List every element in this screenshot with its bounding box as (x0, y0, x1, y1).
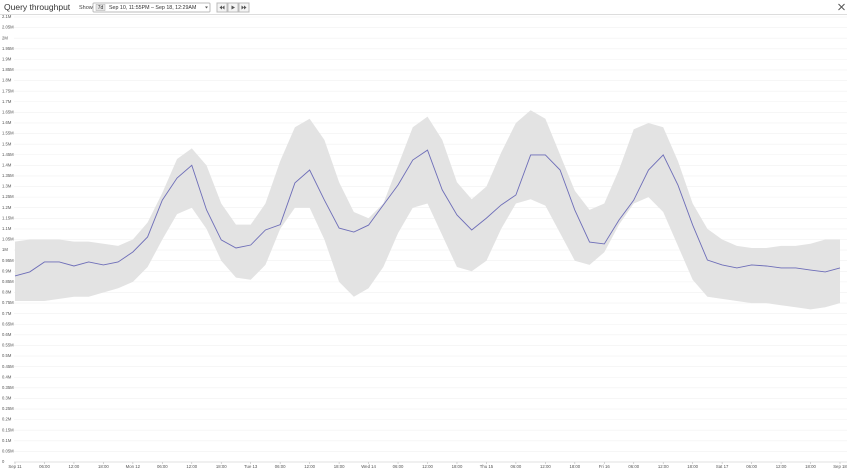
x-tick-label: 18:00 (216, 464, 227, 469)
y-tick-label: 1.25M (2, 194, 14, 199)
y-tick-label: 1.5M (2, 141, 12, 146)
x-tick-label: Thu 15 (480, 464, 494, 469)
y-tick-label: 0.45M (2, 364, 14, 369)
y-tick-label: 0.35M (2, 385, 14, 390)
x-tick-label: Fri 16 (599, 464, 611, 469)
x-tick-label: Sep 18 (833, 464, 847, 469)
y-tick-label: 1.95M (2, 46, 14, 51)
y-tick-label: 0.15M (2, 427, 14, 432)
x-tick-label: 12:00 (422, 464, 433, 469)
y-tick-label: 0.05M (2, 449, 14, 454)
y-tick-label: 0.85M (2, 279, 14, 284)
next-icon (241, 5, 247, 10)
x-tick-label: 18:00 (98, 464, 109, 469)
y-tick-label: 1.6M (2, 120, 12, 125)
y-tick-label: 0.9M (2, 268, 12, 273)
range-dropdown[interactable] (92, 2, 211, 13)
dropdown-arrow (205, 6, 208, 9)
close-button[interactable] (838, 3, 845, 11)
x-tick-label: 06:00 (275, 464, 286, 469)
y-tick-label: 1.05M (2, 237, 14, 242)
y-tick-label: 1M (2, 247, 8, 252)
x-tick-label: 06:00 (746, 464, 757, 469)
y-tick-label: 2.05M (2, 25, 14, 30)
show-label: Show (79, 5, 93, 11)
range-badge-bg (95, 4, 106, 11)
x-tick-label: 12:00 (776, 464, 787, 469)
x-tick-label: 12:00 (186, 464, 197, 469)
y-tick-label: 1.4M (2, 162, 12, 167)
y-tick-label: 1.45M (2, 152, 14, 157)
page-title: Query throughput (4, 2, 71, 12)
x-tick-label: 06:00 (511, 464, 522, 469)
y-tick-label: 1.2M (2, 205, 12, 210)
y-tick-label: 0.95M (2, 258, 14, 263)
play-icon (231, 5, 235, 10)
y-tick-label: 1.35M (2, 173, 14, 178)
y-tick-label: 0.65M (2, 321, 14, 326)
y-tick-label: 1.7M (2, 99, 12, 104)
y-tick-label: 1.15M (2, 215, 14, 220)
y-tick-label: 0.6M (2, 332, 12, 337)
x-tick-label: 12:00 (304, 464, 315, 469)
confidence-band (15, 110, 840, 310)
x-tick-label: 18:00 (334, 464, 345, 469)
y-tick-label: 0.55M (2, 343, 14, 348)
y-tick-label: 1.3M (2, 184, 12, 189)
y-tick-label: 1.75M (2, 88, 14, 93)
y-tick-label: 0.25M (2, 406, 14, 411)
y-tick-label: 2.1M (2, 14, 12, 19)
x-tick-label: 18:00 (687, 464, 698, 469)
y-tick-label: 0.4M (2, 374, 12, 379)
x-tick-label: 06:00 (393, 464, 404, 469)
series-line (14, 149, 841, 277)
x-tick-label: 12:00 (69, 464, 80, 469)
y-tick-label: 0.8M (2, 290, 12, 295)
y-tick-label: 0.3M (2, 396, 12, 401)
y-tick-label: 1.9M (2, 56, 12, 61)
x-tick-label: Mon 12 (126, 464, 141, 469)
range-badge: 7d (98, 5, 104, 11)
y-tick-label: 1.55M (2, 131, 14, 136)
x-tick-label: Tue 13 (244, 464, 258, 469)
x-tick-label: 18:00 (452, 464, 463, 469)
y-tick-label: 1.1M (2, 226, 12, 231)
x-tick-label: Sep 11 (8, 464, 22, 469)
y-tick-label: 0.75M (2, 300, 14, 305)
x-tick-label: Wed 14 (361, 464, 376, 469)
prev-icon (219, 5, 225, 10)
x-tick-label: 18:00 (569, 464, 580, 469)
y-tick-label: 1.65M (2, 109, 14, 114)
range-text: Sep 10, 11:55PM – Sep 18, 12:29AM (109, 5, 196, 11)
y-tick-label: 0 (2, 459, 5, 464)
y-tick-label: 0.5M (2, 353, 12, 358)
x-tick-label: 12:00 (540, 464, 551, 469)
y-tick-label: 0.1M (2, 438, 12, 443)
nav-buttons (216, 2, 250, 13)
y-tick-label: 1.85M (2, 67, 14, 72)
x-tick-label: Sat 17 (716, 464, 729, 469)
x-tick-label: 12:00 (658, 464, 669, 469)
x-tick-label: 06:00 (628, 464, 639, 469)
x-tick-label: 06:00 (157, 464, 168, 469)
x-tick-label: 18:00 (805, 464, 816, 469)
y-tick-label: 0.7M (2, 311, 12, 316)
y-tick-label: 2M (2, 35, 8, 40)
y-tick-label: 0.2M (2, 417, 12, 422)
x-tick-label: 06:00 (39, 464, 50, 469)
y-tick-label: 1.8M (2, 78, 12, 83)
